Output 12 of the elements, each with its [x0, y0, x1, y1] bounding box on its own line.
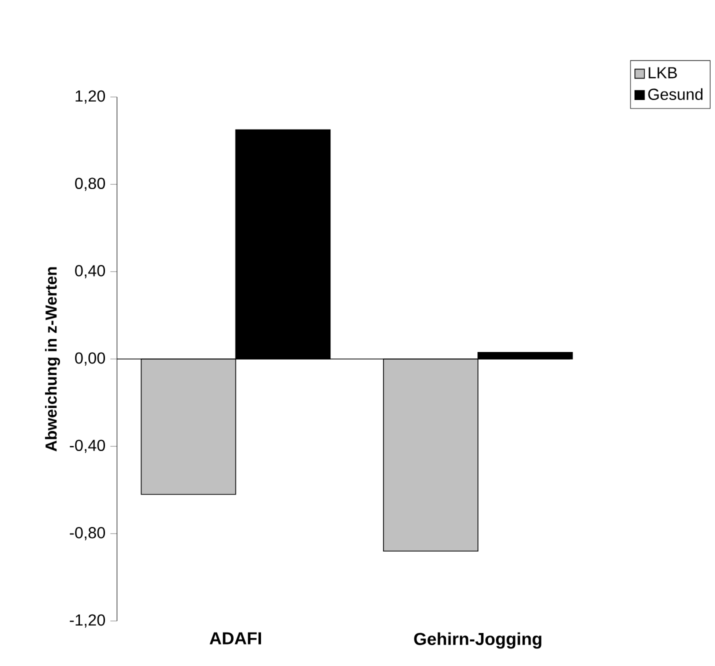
legend-label: LKB [648, 67, 677, 78]
y-tick-label: 0,80 [75, 178, 106, 191]
legend-label: Gesund [648, 88, 702, 100]
y-tick-label: -1,20 [70, 614, 106, 628]
y-tick-label: -0,40 [70, 440, 106, 453]
y-tick-label: 0,40 [75, 265, 106, 278]
x-tick-label: ADAFI [210, 632, 262, 644]
y-axis-title: Abweichung in z-Werten [45, 267, 60, 452]
y-tick-label: -0,80 [70, 527, 106, 540]
x-tick-label: Gehirn-Jogging [414, 632, 542, 649]
y-tick-label: 1,20 [76, 90, 106, 104]
y-tick-label: 0,00 [75, 352, 106, 366]
